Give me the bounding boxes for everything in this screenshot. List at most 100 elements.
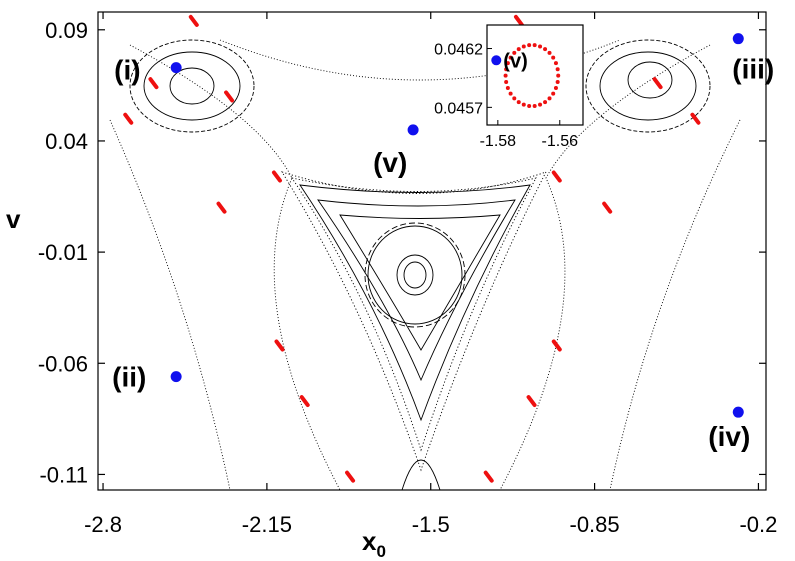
y-tick-label: -0.11	[39, 462, 88, 487]
orbit-1	[299, 184, 531, 422]
separatrix-outer	[291, 177, 537, 452]
inset-red-point	[556, 73, 561, 78]
arm-left	[109, 119, 231, 490]
inset-red-point	[553, 86, 558, 91]
point-label: (iv)	[708, 421, 750, 452]
inset-red-point	[543, 100, 548, 105]
point-label: (ii)	[112, 362, 146, 393]
point-label: (v)	[373, 147, 407, 178]
y-axis: 0.09 0.04 -0.01 -0.06 -0.11	[38, 18, 766, 487]
red-point	[274, 339, 285, 352]
inset-y-tick-label: 0.0457	[434, 100, 483, 117]
red-point	[224, 90, 235, 103]
inset-red-point	[527, 104, 532, 109]
red-point	[690, 112, 701, 125]
x-tick-label: -0.2	[739, 512, 777, 537]
inset-series: (v)	[491, 43, 561, 109]
inset-blue-point	[491, 55, 502, 66]
x-tick-label: -1.5	[412, 512, 450, 537]
y-tick-label: -0.01	[38, 240, 88, 265]
inset-red-point	[532, 43, 537, 48]
inset-red-point	[527, 43, 532, 48]
lobe-right-1	[585, 39, 711, 133]
inset-axis: -1.58 -1.56 0.0462 0.0457	[434, 42, 578, 150]
blue-point	[732, 33, 744, 45]
orbit-6	[396, 254, 434, 296]
orbit-4	[364, 222, 466, 328]
inset-red-point	[551, 55, 556, 60]
inset-red-point	[532, 104, 537, 109]
y-axis-label: v	[6, 204, 21, 234]
red-point	[123, 112, 134, 125]
arm-top	[219, 39, 621, 81]
blue-point	[407, 124, 419, 136]
inset-red-point	[508, 91, 513, 96]
inset-red-point	[516, 100, 521, 105]
red-point	[216, 201, 227, 214]
inset-red-point	[505, 61, 510, 66]
point-label: (i)	[114, 55, 140, 86]
arm-upper	[129, 44, 341, 490]
inset-y-tick-label: 0.0462	[434, 42, 483, 59]
inset-red-point	[555, 67, 560, 72]
lobe-left-2	[143, 51, 241, 121]
red-point	[299, 395, 310, 408]
lobe-left-3	[169, 67, 215, 105]
red-point	[652, 77, 663, 90]
orbit-3	[339, 214, 501, 351]
inset-red-point	[551, 91, 556, 96]
red-point	[483, 470, 494, 483]
blue-point	[732, 406, 744, 418]
red-point	[345, 470, 356, 483]
red-point	[513, 14, 524, 27]
inset-red-point	[547, 50, 552, 55]
inset-red-point	[538, 44, 543, 49]
red-point	[526, 395, 537, 408]
inset-red-point	[521, 44, 526, 49]
inset-red-point	[505, 86, 510, 91]
inset-frame	[486, 24, 584, 126]
inset-red-point	[547, 96, 552, 101]
inset-x-tick-label: -1.58	[480, 133, 517, 150]
inset-red-point	[538, 102, 543, 107]
inset-red-point	[521, 102, 526, 107]
red-point	[551, 170, 562, 183]
blue-series: (i) (ii) (iii) (iv) (v)	[112, 33, 774, 452]
arm-upper-right	[499, 44, 711, 490]
inset-red-point	[543, 47, 548, 52]
orbit-5	[367, 225, 463, 325]
y-tick-label: -0.06	[38, 351, 88, 376]
inset-red-point	[503, 73, 508, 78]
y-tick-label: 0.09	[45, 18, 88, 43]
inset-red-point	[555, 79, 560, 84]
inset-red-point	[512, 50, 517, 55]
lobe-right-2	[599, 51, 697, 121]
x-tick-label: -2.8	[84, 512, 122, 537]
plot-frame	[97, 11, 767, 491]
lobe-left-1	[129, 39, 255, 133]
inset-x-tick-label: -1.56	[542, 133, 579, 150]
inset-red-point	[508, 55, 513, 60]
red-point	[148, 77, 159, 90]
separatrix-outer-2	[280, 171, 547, 472]
red-point	[602, 201, 613, 214]
inset-red-point	[504, 67, 509, 72]
blue-point	[170, 62, 182, 74]
blue-point	[170, 371, 182, 383]
red-point	[271, 170, 282, 183]
arm-right	[609, 119, 741, 490]
lobe-right-3	[627, 61, 673, 99]
x-tick-label: -0.85	[570, 512, 620, 537]
point-label: (iii)	[732, 54, 774, 85]
red-point	[188, 14, 199, 27]
orbit-7	[403, 261, 427, 289]
red-point	[551, 339, 562, 352]
inset-red-point	[553, 61, 558, 66]
inset-red-point	[516, 47, 521, 52]
inset-red-point	[504, 79, 509, 84]
x-tick-label: -2.15	[242, 512, 292, 537]
inset-point-label: (v)	[503, 50, 527, 72]
inset-red-point	[512, 96, 517, 101]
cusp-lower	[401, 459, 441, 490]
